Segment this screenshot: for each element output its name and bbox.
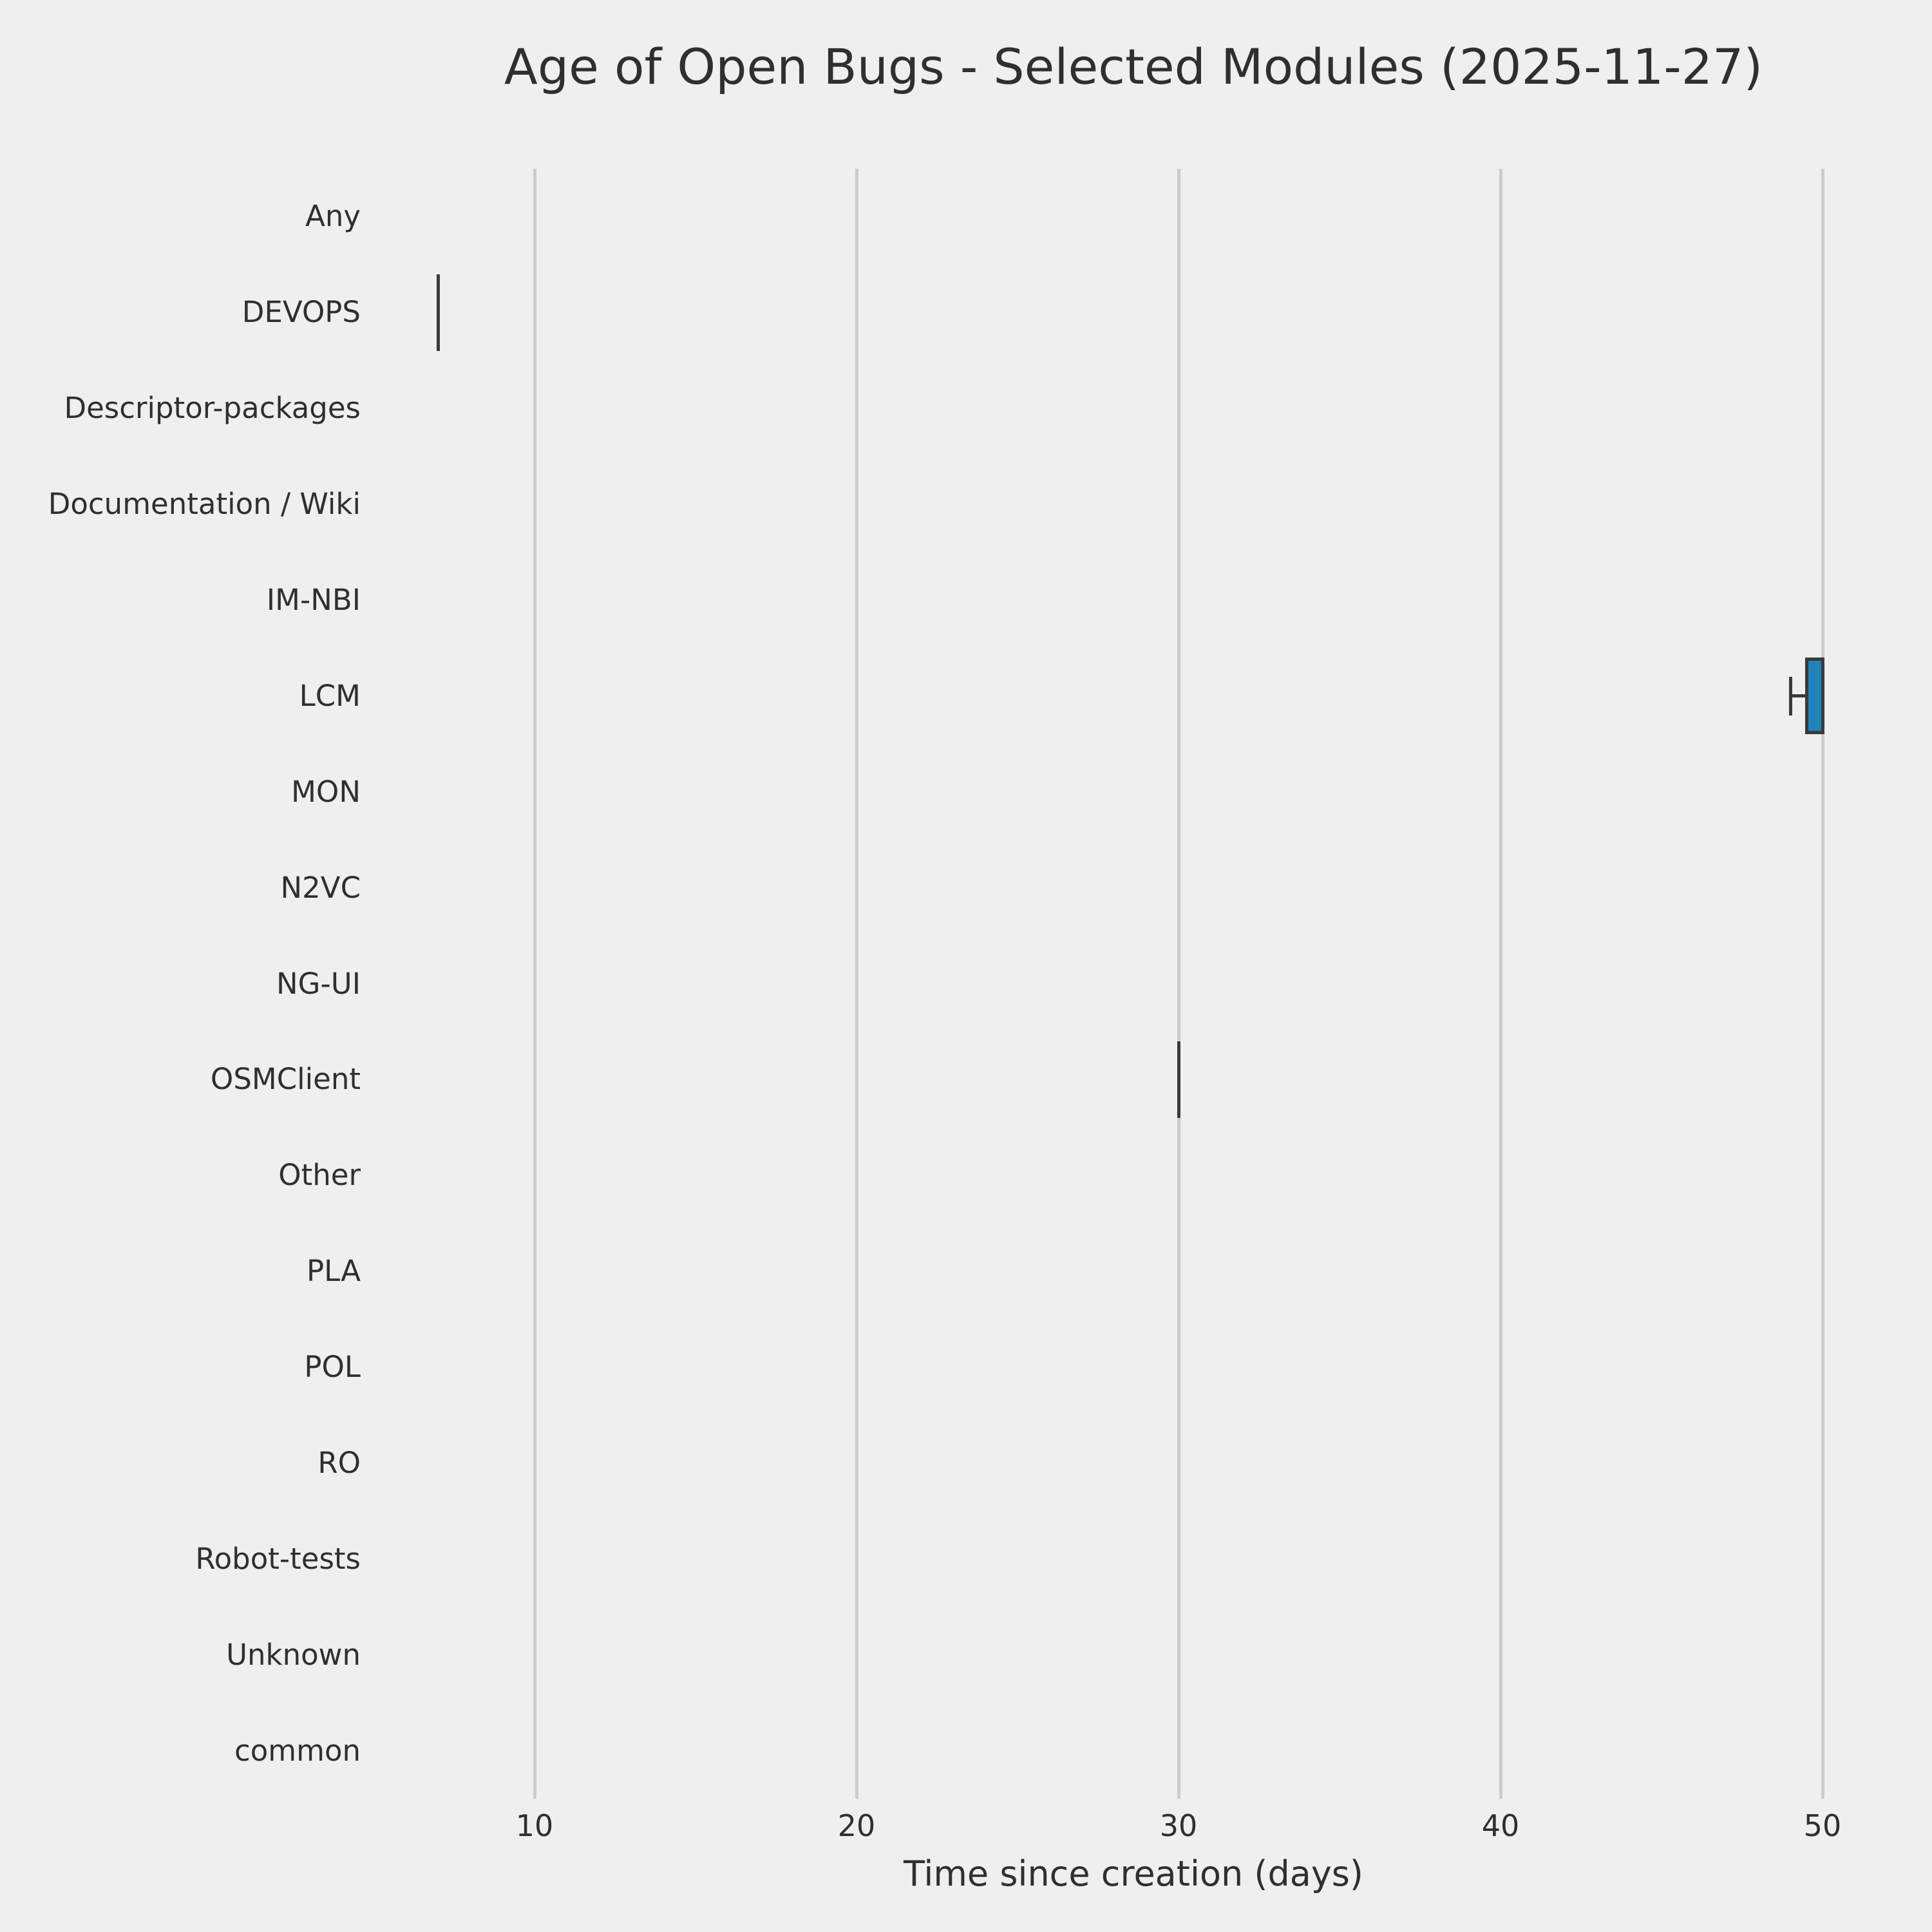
box-collapsed-DEVOPS: [436, 274, 440, 351]
y-tick-label: MON: [291, 774, 361, 809]
y-tick-label: POL: [304, 1350, 361, 1385]
y-tick-label: OSMClient: [210, 1062, 361, 1097]
y-tick-label: Any: [305, 199, 361, 234]
y-tick-label: Other: [278, 1158, 361, 1193]
x-tick-label: 10: [515, 1808, 554, 1843]
y-tick-label: Documentation / Wiki: [48, 487, 361, 522]
x-tick-label: 50: [1803, 1808, 1842, 1843]
chart-title: Age of Open Bugs - Selected Modules (202…: [504, 38, 1763, 95]
y-tick-label: RO: [317, 1445, 361, 1480]
box-collapsed-OSMClient: [1177, 1041, 1180, 1118]
gridline-x-50: [1821, 169, 1824, 1799]
y-tick-label: PLA: [306, 1254, 361, 1289]
whisker-cap-low-LCM: [1788, 677, 1792, 715]
gridline-x-20: [855, 169, 858, 1799]
gridline-x-10: [533, 169, 536, 1799]
whisker-low-LCM: [1790, 694, 1806, 698]
x-tick-label: 40: [1481, 1808, 1520, 1843]
x-tick-label: 30: [1159, 1808, 1198, 1843]
gridline-x-40: [1499, 169, 1502, 1799]
gridline-x-30: [1177, 169, 1180, 1799]
y-tick-label: N2VC: [280, 870, 361, 905]
y-tick-label: Robot-tests: [195, 1541, 361, 1576]
x-tick-label: 20: [837, 1808, 876, 1843]
y-tick-label: LCM: [299, 678, 361, 713]
y-tick-label: DEVOPS: [242, 295, 361, 330]
y-tick-label: common: [234, 1733, 361, 1768]
median-LCM: [1821, 658, 1824, 735]
x-axis-label: Time since creation (days): [904, 1853, 1363, 1894]
y-tick-label: Unknown: [226, 1637, 361, 1672]
y-tick-label: IM-NBI: [266, 582, 361, 617]
y-tick-label: NG-UI: [276, 966, 361, 1001]
y-tick-label: Descriptor-packages: [64, 391, 361, 426]
